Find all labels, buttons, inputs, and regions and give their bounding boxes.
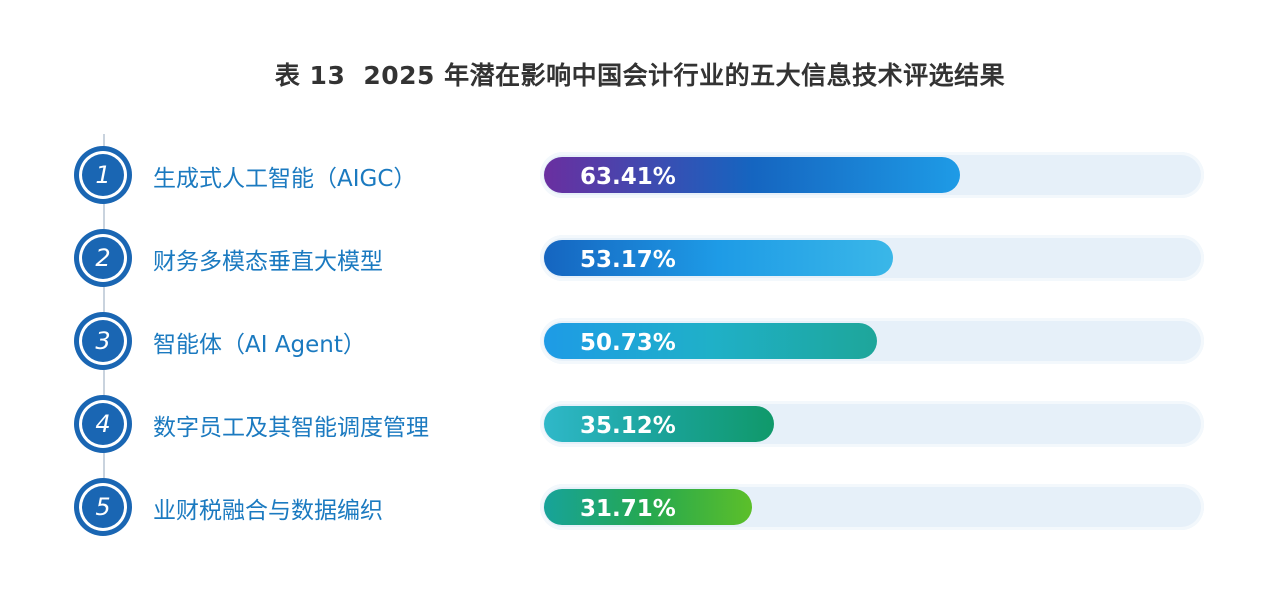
bar: 50.73% bbox=[544, 323, 877, 359]
rank-number: 1 bbox=[82, 154, 124, 196]
rank-number: 5 bbox=[82, 486, 124, 528]
rank-row: 5 业财税融合与数据编织 31.71% bbox=[0, 477, 1280, 537]
bar-track: 31.71% bbox=[540, 484, 1204, 530]
rank-badge: 1 bbox=[74, 146, 132, 204]
bar: 35.12% bbox=[544, 406, 774, 442]
value-label: 35.12% bbox=[580, 413, 676, 439]
rank-number: 2 bbox=[82, 237, 124, 279]
bar-track: 50.73% bbox=[540, 318, 1204, 364]
value-label: 50.73% bbox=[580, 330, 676, 356]
category-label: 业财税融合与数据编织 bbox=[153, 498, 383, 524]
rank-badge: 2 bbox=[74, 229, 132, 287]
rank-row: 2 财务多模态垂直大模型 53.17% bbox=[0, 228, 1280, 288]
rank-number: 3 bbox=[82, 320, 124, 362]
category-label: 数字员工及其智能调度管理 bbox=[153, 415, 429, 441]
bar: 63.41% bbox=[544, 157, 960, 193]
rank-number: 4 bbox=[82, 403, 124, 445]
bar-track: 53.17% bbox=[540, 235, 1204, 281]
rank-row: 3 智能体（AI Agent） 50.73% bbox=[0, 311, 1280, 371]
rank-row: 4 数字员工及其智能调度管理 35.12% bbox=[0, 394, 1280, 454]
bar-track: 63.41% bbox=[540, 152, 1204, 198]
title-text: 2025 年潜在影响中国会计行业的五大信息技术评选结果 bbox=[363, 61, 1006, 90]
bar-track: 35.12% bbox=[540, 401, 1204, 447]
rank-badge: 4 bbox=[74, 395, 132, 453]
rank-badge: 5 bbox=[74, 478, 132, 536]
category-label: 智能体（AI Agent） bbox=[153, 332, 366, 358]
table-number: 表 13 bbox=[274, 61, 346, 90]
category-label: 财务多模态垂直大模型 bbox=[153, 249, 383, 275]
chart-title: 表 13 2025 年潜在影响中国会计行业的五大信息技术评选结果 bbox=[0, 56, 1280, 92]
value-label: 53.17% bbox=[580, 247, 676, 273]
category-label: 生成式人工智能（AIGC） bbox=[153, 166, 417, 192]
rank-row: 1 生成式人工智能（AIGC） 63.41% bbox=[0, 145, 1280, 205]
value-label: 63.41% bbox=[580, 164, 676, 190]
bar: 31.71% bbox=[544, 489, 752, 525]
rank-badge: 3 bbox=[74, 312, 132, 370]
bar: 53.17% bbox=[544, 240, 893, 276]
value-label: 31.71% bbox=[580, 496, 676, 522]
